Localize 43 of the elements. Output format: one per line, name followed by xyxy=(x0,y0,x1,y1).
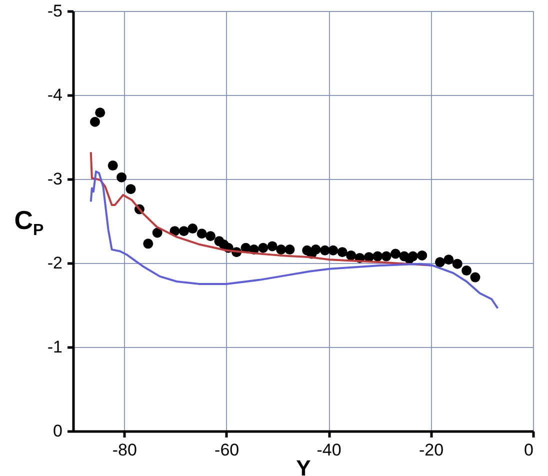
x-tick-label: -80 xyxy=(112,440,137,460)
x-tick-label: -20 xyxy=(418,440,444,460)
point xyxy=(276,244,286,255)
point xyxy=(267,241,278,252)
point xyxy=(152,228,162,238)
point xyxy=(126,184,136,194)
point xyxy=(337,247,348,258)
point xyxy=(178,226,189,236)
point xyxy=(320,245,330,256)
point xyxy=(258,242,268,253)
point xyxy=(328,245,338,256)
point xyxy=(108,160,118,171)
point xyxy=(390,248,401,259)
point xyxy=(462,266,472,276)
point xyxy=(284,244,295,255)
y-tick-label: -1 xyxy=(47,338,62,356)
point xyxy=(444,254,454,265)
y-tick-label: -2 xyxy=(47,254,62,272)
x-axis-title: Y xyxy=(296,456,312,476)
line-series xyxy=(90,170,499,310)
point xyxy=(205,231,216,242)
y-tick-label: -3 xyxy=(47,170,62,188)
point xyxy=(470,272,480,282)
x-tick-label: -60 xyxy=(214,440,240,460)
y-tick-label: 0 xyxy=(53,422,62,440)
point xyxy=(95,108,106,118)
point xyxy=(90,116,100,127)
point xyxy=(310,244,321,255)
point xyxy=(116,172,127,182)
point xyxy=(346,250,356,260)
point xyxy=(434,257,445,268)
point xyxy=(143,238,154,249)
y-tick-label: -4 xyxy=(47,86,62,104)
x-tick-label: -40 xyxy=(316,440,342,460)
point xyxy=(188,224,198,234)
point xyxy=(196,228,207,239)
point xyxy=(408,251,418,262)
point xyxy=(372,251,383,262)
point xyxy=(452,258,462,269)
point xyxy=(417,250,428,260)
x-tick-label: 0 xyxy=(524,440,534,460)
point xyxy=(381,251,392,262)
y-tick-label: -5 xyxy=(47,2,62,20)
